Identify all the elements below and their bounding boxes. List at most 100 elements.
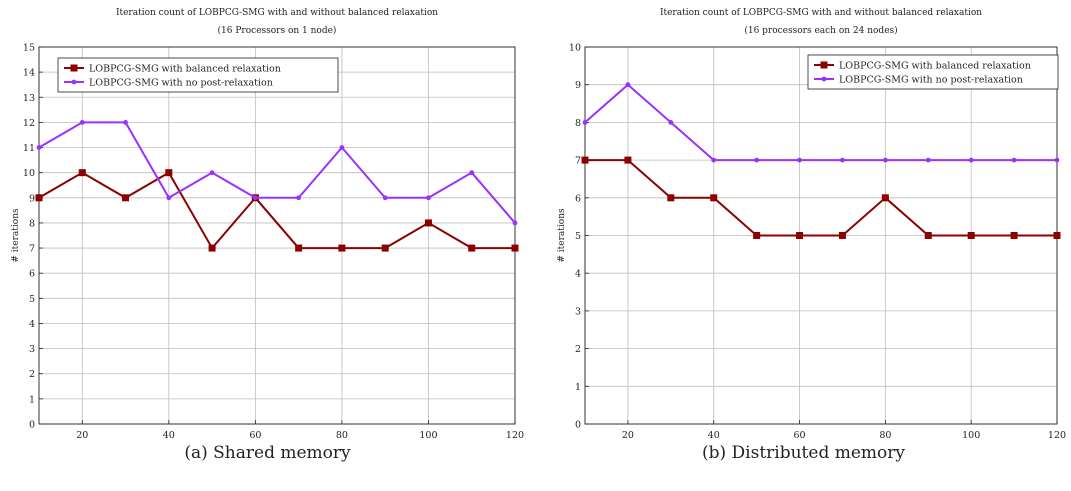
- data-point: [667, 194, 675, 202]
- data-point: [924, 232, 932, 239]
- y-tick-label: 10: [23, 168, 35, 179]
- y-tick-label: 1: [575, 382, 581, 393]
- plot-frame: [38, 46, 516, 425]
- data-point: [710, 194, 718, 202]
- y-tick-label: 3: [29, 344, 35, 355]
- x-tick-label: 80: [336, 430, 348, 440]
- data-point: [668, 120, 674, 125]
- caption-shared: (a) Shared memory: [184, 443, 351, 463]
- data-point: [339, 145, 345, 150]
- data-point: [967, 232, 975, 239]
- chart-subtitle: (16 Processors on 1 node): [218, 25, 337, 36]
- x-tick-label: 20: [622, 430, 634, 440]
- data-point: [624, 156, 632, 164]
- y-tick-label: 4: [29, 319, 35, 330]
- y-tick-label: 2: [29, 369, 35, 380]
- y-tick-label: 15: [23, 43, 35, 54]
- legend-box: [807, 54, 1059, 90]
- y-axis-label: # iterations: [557, 208, 567, 263]
- data-point: [838, 232, 846, 239]
- data-point: [840, 157, 845, 163]
- y-tick-label: 9: [29, 193, 35, 204]
- x-tick-label: 80: [879, 430, 891, 440]
- legend-marker: [71, 79, 77, 85]
- data-point: [1054, 157, 1060, 163]
- y-tick-label: 10: [569, 43, 581, 54]
- data-point: [469, 170, 475, 176]
- x-tick-label: 120: [1048, 430, 1066, 440]
- x-tick-label: 60: [249, 430, 261, 440]
- data-point: [511, 244, 519, 252]
- data-point: [797, 157, 802, 163]
- y-tick-label: 9: [575, 80, 581, 91]
- y-tick-label: 2: [575, 344, 581, 355]
- chart-distributed-memory: Iteration count of LOBPCG-SMG with and w…: [557, 8, 1066, 440]
- data-point: [79, 120, 85, 125]
- y-axis-label: # iterations: [11, 208, 21, 263]
- y-tick-label: 8: [575, 118, 581, 129]
- y-tick-label: 5: [575, 231, 581, 242]
- y-tick-label: 8: [29, 218, 35, 229]
- data-point: [295, 244, 303, 252]
- chart-subtitle: (16 processors each on 24 nodes): [744, 25, 897, 36]
- data-point: [881, 194, 889, 202]
- data-point: [426, 195, 431, 201]
- y-tick-label: 0: [29, 420, 35, 431]
- data-point: [382, 195, 388, 201]
- data-point: [796, 232, 804, 239]
- y-tick-label: 0: [575, 420, 581, 431]
- x-tick-label: 40: [708, 430, 720, 440]
- series-line: [38, 121, 516, 224]
- data-point: [123, 120, 128, 125]
- data-point: [424, 219, 432, 227]
- data-point: [122, 194, 130, 202]
- legend-label: LOBPCG-SMG with no post-relaxation: [89, 78, 273, 89]
- legend-marker: [820, 61, 828, 69]
- data-point: [78, 169, 86, 177]
- legend-marker: [821, 76, 827, 82]
- legend-label: LOBPCG-SMG with balanced relaxation: [89, 64, 281, 75]
- chart-shared-memory: Iteration count of LOBPCG-SMG with and w…: [11, 8, 524, 440]
- data-point: [754, 157, 760, 163]
- legend-label: LOBPCG-SMG with balanced relaxation: [839, 61, 1031, 72]
- data-point: [36, 145, 42, 150]
- legend-label: LOBPCG-SMG with no post-relaxation: [839, 75, 1023, 86]
- chart-title: Iteration count of LOBPCG-SMG with and w…: [660, 8, 982, 18]
- y-tick-label: 11: [23, 143, 35, 154]
- data-point: [512, 220, 518, 226]
- x-tick-label: 40: [163, 430, 175, 440]
- series-line: [38, 171, 515, 250]
- legend-box: [57, 57, 339, 93]
- chart-panel-shared: Iteration count of LOBPCG-SMG with and w…: [0, 0, 535, 491]
- data-point: [753, 232, 761, 239]
- y-tick-label: 7: [575, 156, 581, 167]
- y-tick-label: 1: [29, 394, 35, 405]
- data-point: [968, 157, 974, 163]
- data-point: [581, 156, 589, 164]
- chart-title: Iteration count of LOBPCG-SMG with and w…: [116, 8, 438, 18]
- data-point: [252, 195, 258, 201]
- x-tick-label: 120: [506, 430, 524, 440]
- data-point: [338, 244, 346, 252]
- x-tick-label: 20: [76, 430, 88, 440]
- series-line: [584, 83, 1057, 162]
- x-tick-label: 100: [962, 430, 980, 440]
- x-tick-label: 100: [419, 430, 437, 440]
- chart-panel-distributed: Iteration count of LOBPCG-SMG with and w…: [536, 0, 1071, 491]
- x-tick-label: 60: [793, 430, 805, 440]
- data-point: [711, 157, 717, 163]
- y-tick-label: 14: [23, 68, 35, 79]
- y-tick-label: 12: [23, 118, 35, 129]
- series-line: [585, 159, 1057, 237]
- data-point: [166, 195, 172, 201]
- data-point: [582, 120, 588, 125]
- data-point: [165, 169, 173, 177]
- caption-distributed: (b) Distributed memory: [701, 443, 905, 463]
- data-point: [208, 244, 216, 252]
- y-tick-label: 5: [29, 294, 35, 305]
- y-tick-label: 6: [575, 193, 581, 204]
- y-tick-label: 7: [29, 244, 35, 255]
- data-point: [1010, 232, 1018, 239]
- data-point: [882, 157, 888, 163]
- y-tick-label: 6: [29, 269, 35, 280]
